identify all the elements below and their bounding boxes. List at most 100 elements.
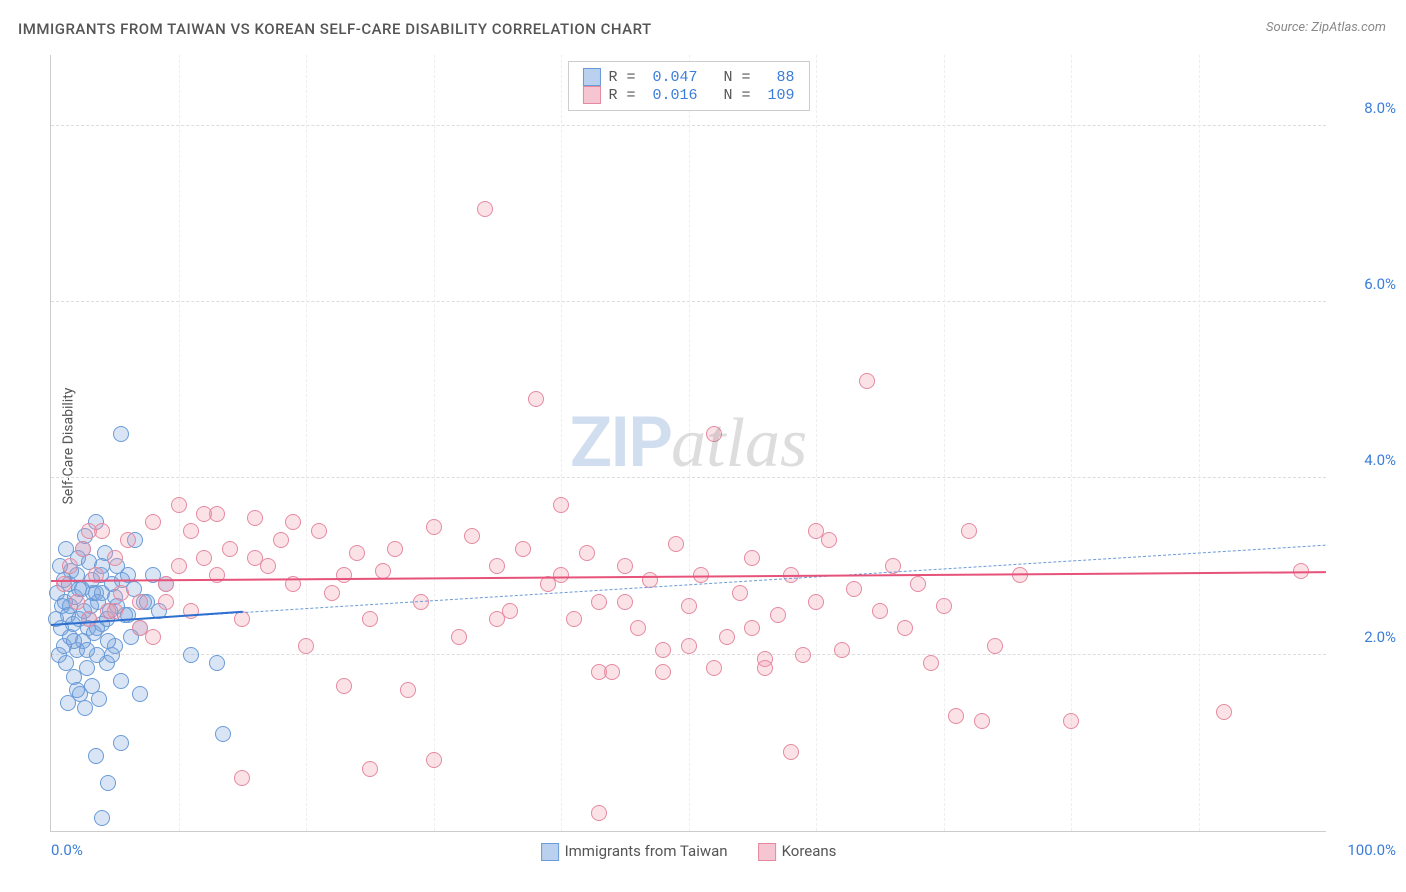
series-legend: Immigrants from Taiwan Koreans: [541, 842, 837, 861]
scatter-point: [528, 391, 544, 407]
scatter-point: [273, 532, 289, 548]
scatter-point: [936, 598, 952, 614]
scatter-point: [808, 523, 824, 539]
y-tick-label: 2.0%: [1336, 628, 1396, 646]
scatter-point: [706, 426, 722, 442]
y-tick-label: 8.0%: [1336, 99, 1396, 117]
scatter-point: [591, 664, 607, 680]
scatter-point: [553, 497, 569, 513]
scatter-point: [630, 620, 646, 636]
scatter-point: [120, 532, 136, 548]
scatter-point: [298, 638, 314, 654]
scatter-point: [222, 541, 238, 557]
legend-r-label: R =: [608, 87, 644, 104]
scatter-point: [617, 594, 633, 610]
watermark-zip: ZIP: [570, 402, 671, 484]
scatter-point: [62, 558, 78, 574]
legend-n-label: N =: [706, 87, 760, 104]
legend-label-1: Koreans: [782, 842, 837, 860]
scatter-point: [808, 594, 824, 610]
x-gridline: [179, 55, 180, 831]
scatter-point: [655, 642, 671, 658]
scatter-point: [58, 541, 74, 557]
scatter-point: [617, 558, 633, 574]
scatter-point: [69, 682, 85, 698]
scatter-point: [336, 678, 352, 694]
scatter-point: [69, 594, 85, 610]
legend-swatch-1: [582, 86, 600, 104]
scatter-point: [655, 664, 671, 680]
scatter-point: [234, 611, 250, 627]
scatter-point: [209, 655, 225, 671]
scatter-point: [426, 519, 442, 535]
scatter-point: [336, 567, 352, 583]
scatter-point: [795, 647, 811, 663]
correlation-legend: R = 0.047 N = 88 R = 0.016 N = 109: [567, 61, 809, 111]
scatter-point: [183, 647, 199, 663]
scatter-point: [757, 660, 773, 676]
legend-row-series-0: R = 0.047 N = 88: [582, 68, 794, 86]
y-tick-label: 6.0%: [1336, 275, 1396, 293]
scatter-point: [100, 775, 116, 791]
scatter-point: [132, 594, 148, 610]
source-attribution: Source: ZipAtlas.com: [1266, 20, 1386, 35]
scatter-point: [158, 594, 174, 610]
scatter-point: [79, 642, 95, 658]
scatter-point: [113, 673, 129, 689]
scatter-point: [477, 201, 493, 217]
scatter-point: [923, 655, 939, 671]
scatter-point: [145, 629, 161, 645]
scatter-point: [91, 691, 107, 707]
scatter-point: [783, 744, 799, 760]
scatter-point: [744, 620, 760, 636]
scatter-point: [681, 638, 697, 654]
scatter-point: [719, 629, 735, 645]
legend-swatch-0: [582, 68, 600, 86]
scatter-point: [324, 585, 340, 601]
legend-item-1: Koreans: [758, 842, 837, 861]
scatter-point: [642, 572, 658, 588]
scatter-point: [464, 528, 480, 544]
legend-n-value-0: 88: [777, 69, 795, 86]
scatter-point: [859, 373, 875, 389]
legend-r-value-1: 0.016: [652, 87, 697, 104]
scatter-point: [75, 541, 91, 557]
scatter-point: [81, 611, 97, 627]
scatter-point: [579, 545, 595, 561]
legend-r-label: R =: [608, 69, 644, 86]
legend-label-0: Immigrants from Taiwan: [565, 842, 728, 860]
scatter-point: [247, 550, 263, 566]
scatter-point: [744, 550, 760, 566]
scatter-point: [515, 541, 531, 557]
legend-n-value-1: 109: [768, 87, 795, 104]
scatter-point: [113, 735, 129, 751]
scatter-point: [706, 660, 722, 676]
scatter-point: [897, 620, 913, 636]
scatter-point: [171, 558, 187, 574]
scatter-point: [215, 726, 231, 742]
scatter-point: [81, 523, 97, 539]
x-gridline: [689, 55, 690, 831]
scatter-plot: ZIPatlas R = 0.047 N = 88 R = 0.016 N = …: [50, 55, 1326, 832]
scatter-point: [107, 603, 123, 619]
scatter-point: [451, 629, 467, 645]
scatter-point: [591, 805, 607, 821]
scatter-point: [681, 598, 697, 614]
scatter-point: [489, 558, 505, 574]
scatter-point: [732, 585, 748, 601]
scatter-point: [107, 550, 123, 566]
scatter-point: [834, 642, 850, 658]
scatter-point: [1063, 713, 1079, 729]
scatter-point: [88, 748, 104, 764]
scatter-point: [196, 550, 212, 566]
scatter-point: [948, 708, 964, 724]
scatter-point: [113, 426, 129, 442]
scatter-point: [375, 563, 391, 579]
scatter-point: [489, 611, 505, 627]
scatter-point: [285, 514, 301, 530]
x-gridline: [816, 55, 817, 831]
x-gridline: [434, 55, 435, 831]
x-gridline: [561, 55, 562, 831]
scatter-point: [961, 523, 977, 539]
legend-swatch-bottom-1: [758, 843, 776, 861]
